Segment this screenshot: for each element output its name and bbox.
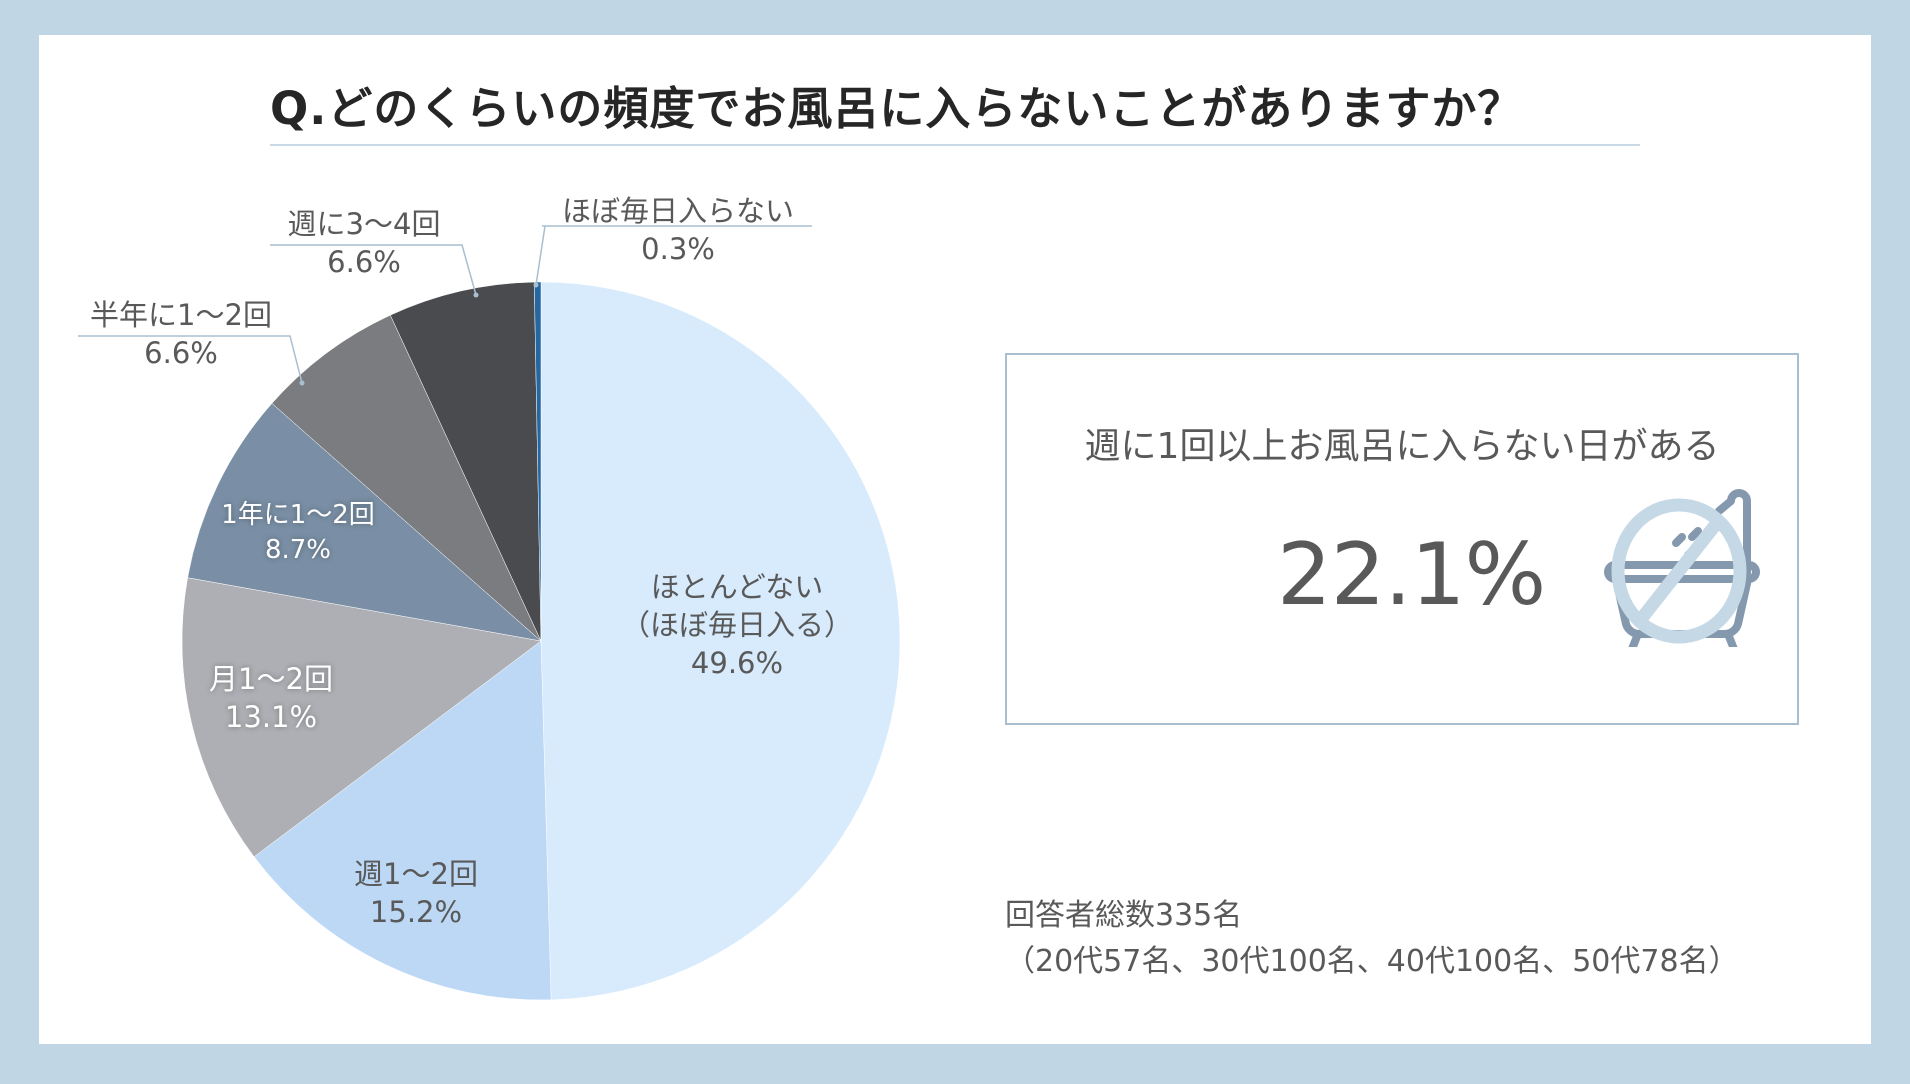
summary-box: 週に1回以上お風呂に入らない日がある 22.1%: [1005, 353, 1799, 725]
label-daily-no-bath: ほぼ毎日入らない 0.3%: [562, 192, 794, 268]
label-yearly-name: 1年に1〜2回: [221, 500, 375, 530]
leader-line-weekly34: [270, 244, 477, 296]
label-rarely-percent: 49.6%: [690, 646, 784, 680]
label-halfyear-name: 半年に1〜2回: [90, 298, 272, 332]
label-weekly-1-2-percent: 15.2%: [369, 895, 463, 929]
pie-slice: [533, 281, 542, 642]
leader-line-halfyear: [78, 335, 303, 384]
leader-line-daily: [535, 225, 546, 286]
label-daily-no-bath-name: ほぼ毎日入らない: [561, 194, 795, 228]
label-weekly-3-4: 週に3〜4回 6.6%: [288, 205, 441, 281]
label-weekly-1-2: 週1〜2回 15.2%: [354, 855, 478, 931]
leader-lines: [78, 225, 812, 384]
label-halfyear: 半年に1〜2回 6.6%: [90, 296, 272, 372]
pie-slice: [389, 281, 542, 642]
label-monthly-name: 月1〜2回: [209, 662, 333, 696]
respondent-total: 回答者総数335名: [1005, 898, 1243, 933]
pie-slice: [253, 640, 552, 1001]
label-monthly: 月1〜2回 13.1%: [209, 660, 333, 736]
pie-slice: [187, 403, 542, 642]
chart-title: Q.どのくらいの頻度でお風呂に入らないことがありますか？: [270, 82, 1524, 135]
label-yearly: 1年に1〜2回 8.7%: [221, 498, 375, 568]
label-yearly-percent: 8.7%: [264, 535, 332, 565]
pie-slice: [540, 281, 901, 1001]
label-weekly-3-4-name: 週に3〜4回: [287, 207, 441, 241]
summary-value: 22.1%: [1277, 525, 1546, 625]
no-bath-icon: [1604, 489, 1760, 647]
respondent-info: 回答者総数335名 （20代57名、30代100名、40代100名、50代78名…: [1005, 893, 1739, 985]
pie-slice: [271, 314, 542, 642]
label-rarely: ほとんどない （ほぼ毎日入る） 49.6%: [621, 568, 853, 682]
pie-slice: [181, 577, 542, 858]
title-underline: [270, 144, 1640, 146]
label-rarely-name: ほとんどない: [650, 570, 824, 604]
label-rarely-subtext: （ほぼ毎日入る）: [620, 608, 854, 642]
label-monthly-percent: 13.1%: [224, 700, 318, 734]
respondent-breakdown: （20代57名、30代100名、40代100名、50代78名）: [1005, 944, 1739, 979]
label-daily-no-bath-percent: 0.3%: [641, 232, 715, 266]
summary-caption: 週に1回以上お風呂に入らない日がある: [1084, 426, 1720, 467]
label-weekly-3-4-percent: 6.6%: [327, 245, 401, 279]
leader-dots: [299, 282, 539, 386]
label-weekly-1-2-name: 週1〜2回: [354, 857, 478, 891]
label-halfyear-percent: 6.6%: [144, 336, 218, 370]
